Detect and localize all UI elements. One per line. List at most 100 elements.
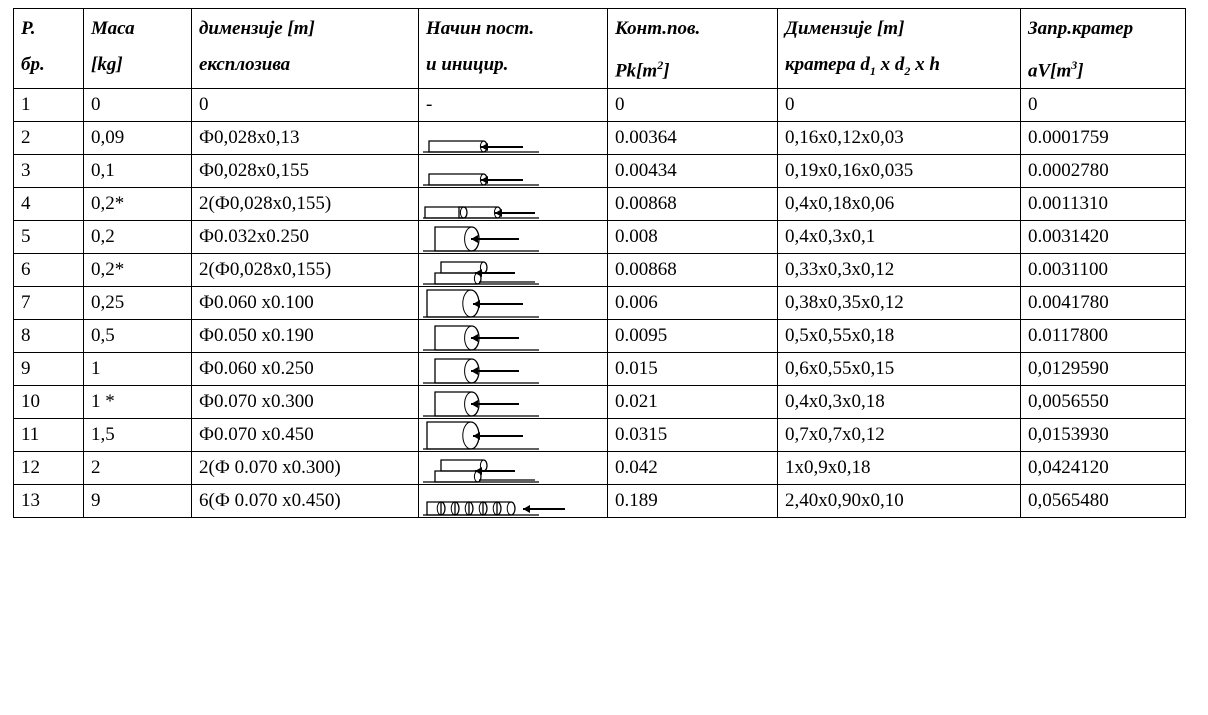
method-cell	[418, 484, 608, 518]
method-cell: -	[418, 88, 608, 122]
area-cell: 0.00434	[607, 154, 778, 188]
volume-cell: 0.0002780	[1020, 154, 1186, 188]
area-cell: 0.008	[607, 220, 778, 254]
header-cell: Запр.кратер	[1020, 8, 1186, 49]
header-text: Pk[m	[615, 59, 658, 81]
mass-cell: 0,09	[83, 121, 192, 155]
dimension-cell: 6(Ф 0.070 x0.450)	[191, 484, 419, 518]
header-row-1: Р. Маса димензије [m] Начин пост. Конт.п…	[13, 8, 1186, 49]
crater-cell: 0,38x0,35x0,12	[777, 286, 1021, 320]
method-cell	[418, 352, 608, 386]
area-cell: 0.042	[607, 451, 778, 485]
header-cell: експлозива	[191, 48, 419, 89]
charge-placement-diagram	[423, 289, 539, 318]
header-cell: кратера d1 x d2 x h	[777, 48, 1021, 89]
charge-placement-diagram	[423, 501, 565, 516]
header-cell: Начин пост.	[418, 8, 608, 49]
table-row: 13 9 6(Ф 0.070 x0.450) 0.189 2,40x0,90x0,10 0…	[13, 484, 1186, 518]
mass-cell: 1	[83, 352, 192, 386]
charge-placement-diagram	[423, 459, 539, 483]
crater-cell: 2,40x0,90x0,10	[777, 484, 1021, 518]
row-number: 4	[13, 187, 84, 221]
method-cell	[418, 319, 608, 353]
dimension-cell: Ф0.050 x0.190	[191, 319, 419, 353]
subscript: 1	[869, 63, 876, 78]
mass-cell: 1 *	[83, 385, 192, 419]
row-number: 8	[13, 319, 84, 353]
area-cell: 0.021	[607, 385, 778, 419]
method-cell	[418, 418, 608, 452]
table-row: 2 0,09 Ф0,028x0,13 0.00364 0,16x0,12x0,03 0.0…	[13, 121, 1186, 155]
mass-cell: 0,25	[83, 286, 192, 320]
charge-placement-diagram	[423, 140, 539, 153]
dimension-cell: 0	[191, 88, 419, 122]
crater-cell: 0	[777, 88, 1021, 122]
area-cell: 0.015	[607, 352, 778, 386]
crater-cell: 0,5x0,55x0,18	[777, 319, 1021, 353]
header-text: aV[m	[1028, 59, 1072, 81]
volume-cell: 0.0041780	[1020, 286, 1186, 320]
table-row: 11 1,5 Ф0.070 x0.450 0.0315 0,7x0,7x0,12 0,01…	[13, 418, 1186, 452]
header-text: x h	[910, 53, 940, 75]
volume-cell: 0	[1020, 88, 1186, 122]
row-number: 2	[13, 121, 84, 155]
charge-placement-diagram	[423, 173, 539, 186]
crater-cell: 0,33x0,3x0,12	[777, 253, 1021, 287]
row-number: 6	[13, 253, 84, 287]
volume-cell: 0,0565480	[1020, 484, 1186, 518]
dimension-cell: Ф0.070 x0.300	[191, 385, 419, 419]
area-cell: 0.0315	[607, 418, 778, 452]
header-cell: Маса	[83, 8, 192, 49]
row-number: 13	[13, 484, 84, 518]
header-text: ]	[1077, 59, 1084, 81]
method-cell	[418, 385, 608, 419]
row-number: 5	[13, 220, 84, 254]
superscript: 2	[657, 57, 664, 72]
area-cell: 0	[607, 88, 778, 122]
dimension-cell: 2(Ф0,028x0,155)	[191, 187, 419, 221]
mass-cell: 0,1	[83, 154, 192, 188]
header-cell: димензије [m]	[191, 8, 419, 49]
volume-cell: 0.0031100	[1020, 253, 1186, 287]
crater-cell: 0,4x0,3x0,1	[777, 220, 1021, 254]
table-row: 9 1 Ф0.060 x0.250 0.015 0,6x0,55x0,15 0,01295…	[13, 352, 1186, 386]
dimension-cell: 2(Ф0,028x0,155)	[191, 253, 419, 287]
header-cell: [kg]	[83, 48, 192, 89]
volume-cell: 0.0117800	[1020, 319, 1186, 353]
row-number: 7	[13, 286, 84, 320]
subscript: 2	[904, 63, 911, 78]
charge-placement-diagram	[423, 421, 539, 450]
area-cell: 0.00364	[607, 121, 778, 155]
header-cell: и иницир.	[418, 48, 608, 89]
charge-placement-diagram	[423, 325, 539, 351]
volume-cell: 0,0056550	[1020, 385, 1186, 419]
table-row: 3 0,1 Ф0,028x0,155 0.00434 0,19x0,16x0,035 0.…	[13, 154, 1186, 188]
crater-cell: 0,4x0,3x0,18	[777, 385, 1021, 419]
volume-cell: 0,0129590	[1020, 352, 1186, 386]
mass-cell: 0	[83, 88, 192, 122]
row-number: 1	[13, 88, 84, 122]
area-cell: 0.00868	[607, 253, 778, 287]
method-cell	[418, 187, 608, 221]
table-row: 12 2 2(Ф 0.070 x0.300) 0.042 1x0,9x0,18 0,042…	[13, 451, 1186, 485]
crater-cell: 0,16x0,12x0,03	[777, 121, 1021, 155]
charge-placement-diagram	[423, 391, 539, 417]
method-cell	[418, 253, 608, 287]
volume-cell: 0,0424120	[1020, 451, 1186, 485]
mass-cell: 9	[83, 484, 192, 518]
table-row: 6 0,2* 2(Ф0,028x0,155) 0.00868 0,33x0,3x0,12…	[13, 253, 1186, 287]
table-row: 7 0,25 Ф0.060 x0.100 0.006 0,38x0,35x0,12 0.0…	[13, 286, 1186, 320]
area-cell: 0.0095	[607, 319, 778, 353]
method-cell	[418, 121, 608, 155]
superscript: 3	[1071, 57, 1078, 72]
dimension-cell: 2(Ф 0.070 x0.300)	[191, 451, 419, 485]
header-cell: Димензије [m]	[777, 8, 1021, 49]
crater-cell: 0,4x0,18x0,06	[777, 187, 1021, 221]
mass-cell: 0,5	[83, 319, 192, 353]
crater-cell: 0,19x0,16x0,035	[777, 154, 1021, 188]
volume-cell: 0.0011310	[1020, 187, 1186, 221]
header-text: ]	[663, 59, 670, 81]
method-cell	[418, 286, 608, 320]
row-number: 12	[13, 451, 84, 485]
